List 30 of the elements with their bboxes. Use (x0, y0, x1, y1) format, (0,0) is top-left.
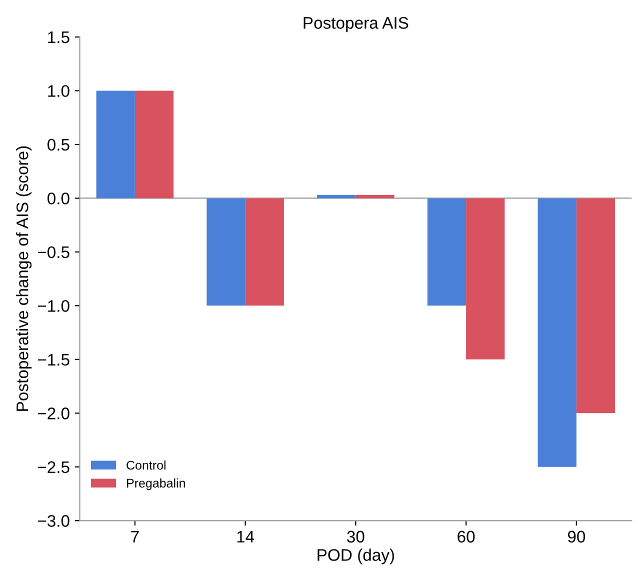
y-tick-label: −3.0 (38, 515, 70, 527)
x-tick-label: 7 (131, 530, 139, 542)
x-tick-label: 90 (568, 530, 586, 543)
legend-label: Pregabalin (127, 478, 185, 490)
y-tick-label: −2.0 (38, 408, 70, 420)
y-tick-label: −2.5 (38, 461, 70, 474)
bar (96, 90, 135, 198)
x-axis-title: POD (day) (318, 548, 394, 564)
y-tick-label: −0.5 (38, 246, 70, 258)
y-tick-label: 1.0 (48, 85, 70, 97)
bar (356, 194, 394, 198)
bar (206, 198, 246, 306)
bar (466, 198, 505, 360)
y-tick-label: −1.5 (38, 354, 70, 366)
legend-label: Control (126, 460, 166, 470)
x-tick-label: 60 (458, 530, 475, 543)
y-axis-title: Postoperative change of AIS (score) (16, 146, 32, 411)
y-tick-label: −1.0 (38, 300, 70, 312)
bar (427, 198, 466, 306)
bar (245, 198, 284, 306)
x-tick-label: 30 (347, 530, 364, 543)
bar (538, 198, 576, 467)
chart-title: Postopera AIS (304, 17, 408, 32)
y-tick-label: 0.5 (48, 138, 70, 151)
bar (576, 198, 616, 414)
y-tick-label: 0.0 (48, 192, 70, 204)
y-tick-label: 1.5 (48, 32, 70, 44)
bar (317, 194, 356, 198)
bar (134, 90, 174, 198)
x-tick-label: 14 (237, 530, 254, 542)
